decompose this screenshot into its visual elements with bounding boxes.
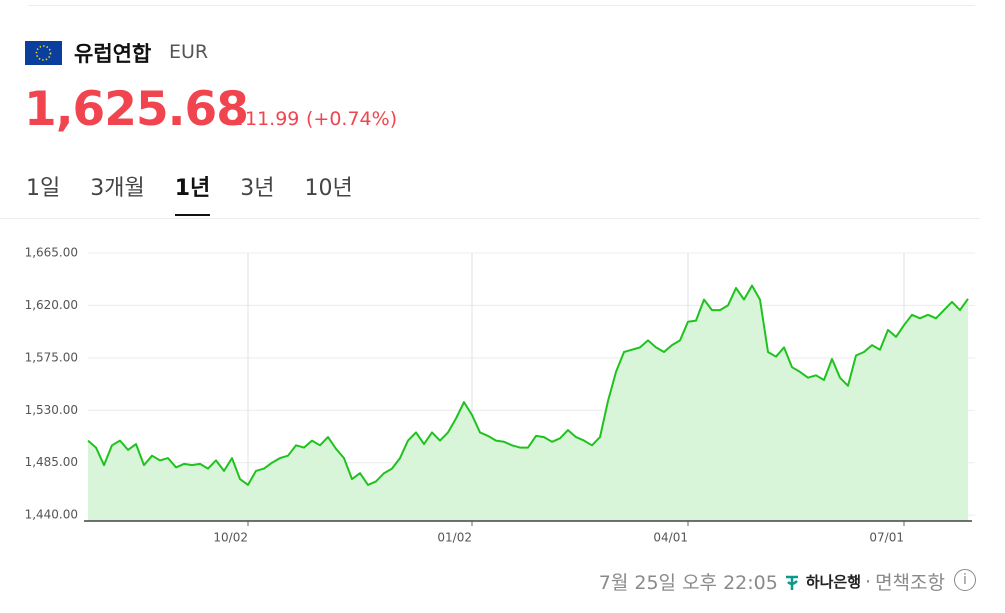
period-tab[interactable]: 3년 — [240, 176, 275, 201]
bank-logo — [785, 575, 798, 590]
divider — [0, 218, 980, 219]
divider — [28, 5, 975, 6]
currency-name: 유럽연합 — [74, 42, 152, 66]
y-tick-label: 1,440.00 — [25, 508, 78, 522]
separator: · — [865, 570, 872, 593]
flag-icon — [25, 41, 62, 65]
period-tab[interactable]: 3개월 — [90, 176, 145, 201]
period-tabs: 1일 3개월 1년 3년 10년 — [26, 170, 383, 216]
y-tick-label: 1,575.00 — [25, 350, 78, 364]
period-tab[interactable]: 1년 — [174, 170, 211, 216]
line — [87, 284, 969, 486]
change: 11.99 — [245, 108, 300, 130]
y-tick-label: 1,530.00 — [25, 403, 78, 417]
timestamp: 7월 25일 오후 22:05 — [598, 572, 778, 594]
source: 하나은행 — [805, 573, 862, 591]
period-tab[interactable]: 1일 — [26, 176, 61, 201]
x-tick-label: 04/01 — [653, 531, 688, 545]
x-tick-label: 10/02 — [213, 531, 248, 545]
currency-code: EUR — [169, 41, 209, 63]
y-tick-label: 1,620.00 — [25, 298, 78, 312]
disclaimer[interactable]: 면책조항 — [875, 572, 945, 594]
up-arrow — [232, 117, 242, 125]
y-tick-label: 1,665.00 — [25, 246, 78, 260]
period-tab[interactable]: 10년 — [304, 176, 353, 201]
price: 1,625.68 — [24, 82, 249, 137]
x-tick-label: 07/01 — [869, 531, 904, 545]
footer: 7월 25일 오후 22:05 하나은행 · 면책조항 — [599, 568, 945, 595]
x-tick-label: 01/02 — [437, 531, 472, 545]
chart: 1,440.00 1,485.00 1,530.00 1,575.00 1,620.00… — [25, 246, 975, 545]
y-tick-label: 1,485.00 — [25, 455, 78, 469]
info-icon[interactable]: i — [954, 569, 976, 591]
area — [88, 285, 968, 521]
flag-stars — [35, 45, 52, 61]
change-percent: (+0.74%) — [306, 108, 398, 130]
